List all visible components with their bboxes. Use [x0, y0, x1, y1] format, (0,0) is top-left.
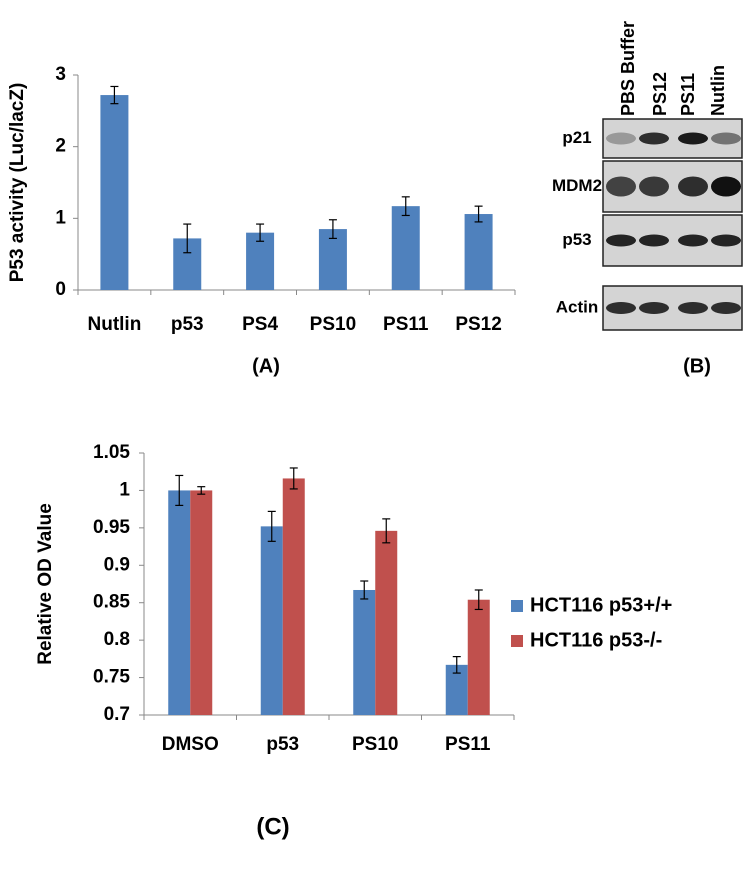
y-tick-label: 0	[55, 279, 66, 300]
y-tick-label: 0.75	[93, 667, 130, 688]
blot-band	[606, 234, 636, 247]
blot-band	[711, 302, 741, 314]
x-tick-label: PS10	[352, 734, 398, 755]
x-tick-label: p53	[266, 734, 299, 755]
lane-label: Nutlin	[708, 65, 728, 116]
panel-label: (B)	[683, 355, 711, 377]
blot-band	[606, 132, 636, 145]
bar	[260, 526, 283, 715]
blot-band	[606, 176, 636, 197]
legend-label: HCT116 p53+/+	[530, 594, 672, 616]
row-label: MDM2	[552, 176, 602, 195]
blot-band	[639, 302, 669, 314]
bar	[375, 530, 398, 715]
y-tick-label: 0.95	[93, 517, 130, 538]
blot-band	[639, 234, 669, 247]
x-tick-label: PS12	[455, 314, 501, 335]
lane-label: PBS Buffer	[618, 21, 638, 116]
legend-swatch	[511, 600, 523, 612]
y-tick-label: 0.9	[104, 554, 130, 575]
blot-band	[678, 132, 708, 145]
y-tick-label: 0.8	[104, 629, 130, 650]
x-tick-label: Nutlin	[88, 314, 142, 335]
panel-label: (A)	[252, 355, 280, 377]
lane-label: PS11	[678, 73, 698, 116]
x-tick-label: DMSO	[162, 734, 219, 755]
blot-band	[639, 176, 669, 197]
legend-label: HCT116 p53-/-	[530, 629, 662, 651]
bar	[318, 229, 347, 290]
x-tick-label: PS10	[310, 314, 356, 335]
y-axis-label: P53 activity (Luc/lacZ)	[7, 83, 28, 283]
y-tick-label: 2	[55, 136, 66, 157]
bar	[467, 599, 490, 715]
blot-band	[606, 302, 636, 314]
x-tick-label: p53	[171, 314, 204, 335]
blot-band	[711, 234, 741, 247]
bar	[464, 214, 493, 290]
y-tick-label: 0.7	[104, 704, 130, 725]
lane-label: PS12	[650, 72, 670, 116]
y-tick-label: 1.05	[93, 442, 130, 463]
row-label: Actin	[556, 297, 599, 316]
bar	[353, 589, 376, 715]
y-tick-label: 3	[55, 64, 66, 85]
bar	[100, 95, 129, 290]
y-tick-label: 1	[55, 207, 66, 228]
x-tick-label: PS4	[242, 314, 278, 335]
blot-band	[639, 132, 669, 145]
bar	[282, 478, 305, 715]
bar	[168, 490, 191, 715]
bar	[391, 206, 420, 290]
blot-band	[711, 176, 741, 197]
y-axis-label: Relative OD Value	[35, 503, 56, 665]
bar	[445, 664, 468, 715]
blot-band	[678, 302, 708, 314]
blot-band	[678, 234, 708, 247]
x-tick-label: PS11	[445, 734, 491, 755]
row-label: p53	[562, 230, 591, 249]
row-label: p21	[562, 128, 591, 147]
x-tick-label: PS11	[383, 314, 429, 335]
bar	[190, 490, 213, 715]
y-tick-label: 1	[119, 479, 130, 500]
blot-band	[711, 132, 741, 145]
panel-label: (C)	[256, 813, 289, 840]
y-tick-label: 0.85	[93, 592, 130, 613]
blot-band	[678, 176, 708, 197]
bar	[246, 232, 275, 290]
legend-swatch	[511, 635, 523, 647]
